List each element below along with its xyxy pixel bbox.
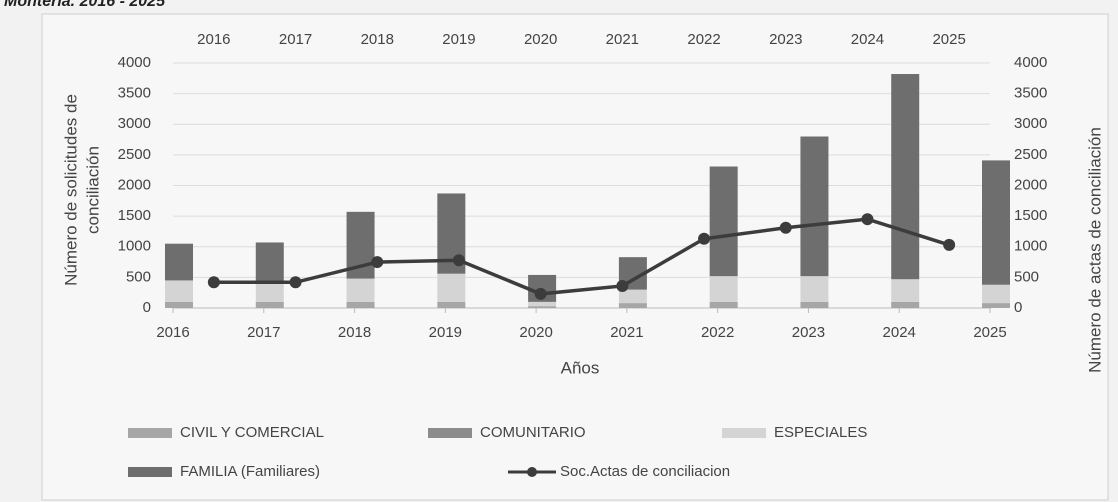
y2-tick-label: 3500	[1014, 85, 1047, 102]
bar-segment	[800, 276, 829, 302]
bar-segment	[437, 273, 466, 302]
bar-segment	[437, 301, 466, 308]
line-series	[213, 217, 950, 296]
x-tick-label: 2024	[883, 324, 916, 341]
bar-segment	[618, 289, 647, 304]
x-tick-label: 2019	[429, 324, 462, 341]
y2-tick-label: 2500	[1014, 146, 1047, 163]
line-marker	[371, 256, 384, 269]
line-marker	[698, 232, 711, 245]
y-axis-title: conciliación	[83, 146, 102, 234]
legend-label: FAMILIA (Familiares)	[180, 463, 320, 480]
chart-frame	[41, 13, 1109, 501]
bar-segment	[709, 276, 738, 302]
bar-segment	[800, 136, 829, 277]
top-category-label: 2021	[606, 31, 639, 48]
bar-segment	[982, 160, 1010, 285]
y-tick-label: 2000	[118, 176, 151, 193]
y-tick-label: 0	[143, 299, 151, 316]
y2-tick-label: 1500	[1014, 207, 1047, 224]
legend-marker	[527, 467, 537, 477]
bar-segment	[165, 243, 193, 281]
y-tick-label: 4000	[118, 54, 151, 71]
bar-segment	[346, 301, 375, 308]
y-tick-label: 1500	[118, 207, 151, 224]
x-tick-label: 2016	[156, 324, 189, 341]
bar-segment	[891, 301, 920, 308]
bar-segment	[528, 301, 557, 307]
y2-tick-label: 0	[1014, 299, 1022, 316]
x-tick-label: 2018	[338, 324, 371, 341]
top-category-label: 2025	[932, 31, 965, 48]
legend-label: CIVIL Y COMERCIAL	[180, 424, 324, 441]
y2-axis-title: Número de actas de conciliación	[1085, 127, 1104, 373]
bar-segment	[891, 279, 920, 302]
line-marker	[616, 279, 629, 292]
bar-segment	[709, 166, 738, 277]
bar-segment	[165, 301, 193, 308]
x-tick-label: 2021	[610, 324, 643, 341]
line-marker	[943, 238, 956, 251]
legend-label: Soc.Actas de conciliacion	[560, 463, 730, 480]
top-category-label: 2022	[687, 31, 720, 48]
chart-title: Montería. 2016 - 2025	[4, 0, 166, 10]
x-tick-label: 2025	[973, 324, 1006, 341]
top-category-label: 2024	[851, 31, 884, 48]
y2-tick-label: 4000	[1014, 54, 1047, 71]
bar-segment	[528, 306, 557, 308]
y2-tick-label: 500	[1014, 268, 1039, 285]
bar-segment	[255, 242, 284, 283]
bar-segment	[165, 280, 193, 302]
line-marker	[534, 287, 547, 300]
top-category-label: 2019	[442, 31, 475, 48]
y-tick-label: 3000	[118, 115, 151, 132]
top-category-label: 2020	[524, 31, 557, 48]
line-marker	[289, 276, 302, 289]
y-tick-label: 2500	[118, 146, 151, 163]
y2-tick-label: 3000	[1014, 115, 1047, 132]
y2-tick-label: 1000	[1014, 238, 1047, 255]
top-category-label: 2018	[361, 31, 394, 48]
bar-segment	[255, 282, 284, 302]
top-category-label: 2016	[197, 31, 230, 48]
y2-tick-label: 2000	[1014, 176, 1047, 193]
x-axis-title: Años	[561, 358, 600, 377]
y-tick-label: 3500	[118, 85, 151, 102]
y-tick-label: 500	[126, 268, 151, 285]
bar-segment	[709, 301, 738, 308]
bar-segment	[255, 301, 284, 308]
x-tick-label: 2017	[247, 324, 280, 341]
line-marker	[452, 254, 465, 267]
x-tick-label: 2023	[792, 324, 825, 341]
legend-swatch	[128, 428, 172, 438]
bar-segment	[800, 301, 829, 308]
bar-segment	[982, 284, 1010, 304]
line-marker	[207, 276, 220, 289]
x-tick-label: 2022	[701, 324, 734, 341]
legend-swatch	[428, 428, 472, 438]
top-category-label: 2017	[279, 31, 312, 48]
bar-segment	[982, 303, 1010, 308]
bar-segment	[346, 278, 375, 302]
bar-segment	[618, 303, 647, 308]
bar-segment	[891, 74, 920, 280]
y-tick-label: 1000	[118, 238, 151, 255]
line-marker	[779, 221, 792, 234]
legend-label: ESPECIALES	[774, 424, 867, 441]
top-category-label: 2023	[769, 31, 802, 48]
legend-swatch	[128, 467, 172, 477]
legend-swatch	[722, 428, 766, 438]
y-axis-title: Número de solicitudes de	[61, 94, 80, 286]
legend-label: COMUNITARIO	[480, 424, 586, 441]
line-marker	[861, 213, 874, 226]
x-tick-label: 2020	[519, 324, 552, 341]
